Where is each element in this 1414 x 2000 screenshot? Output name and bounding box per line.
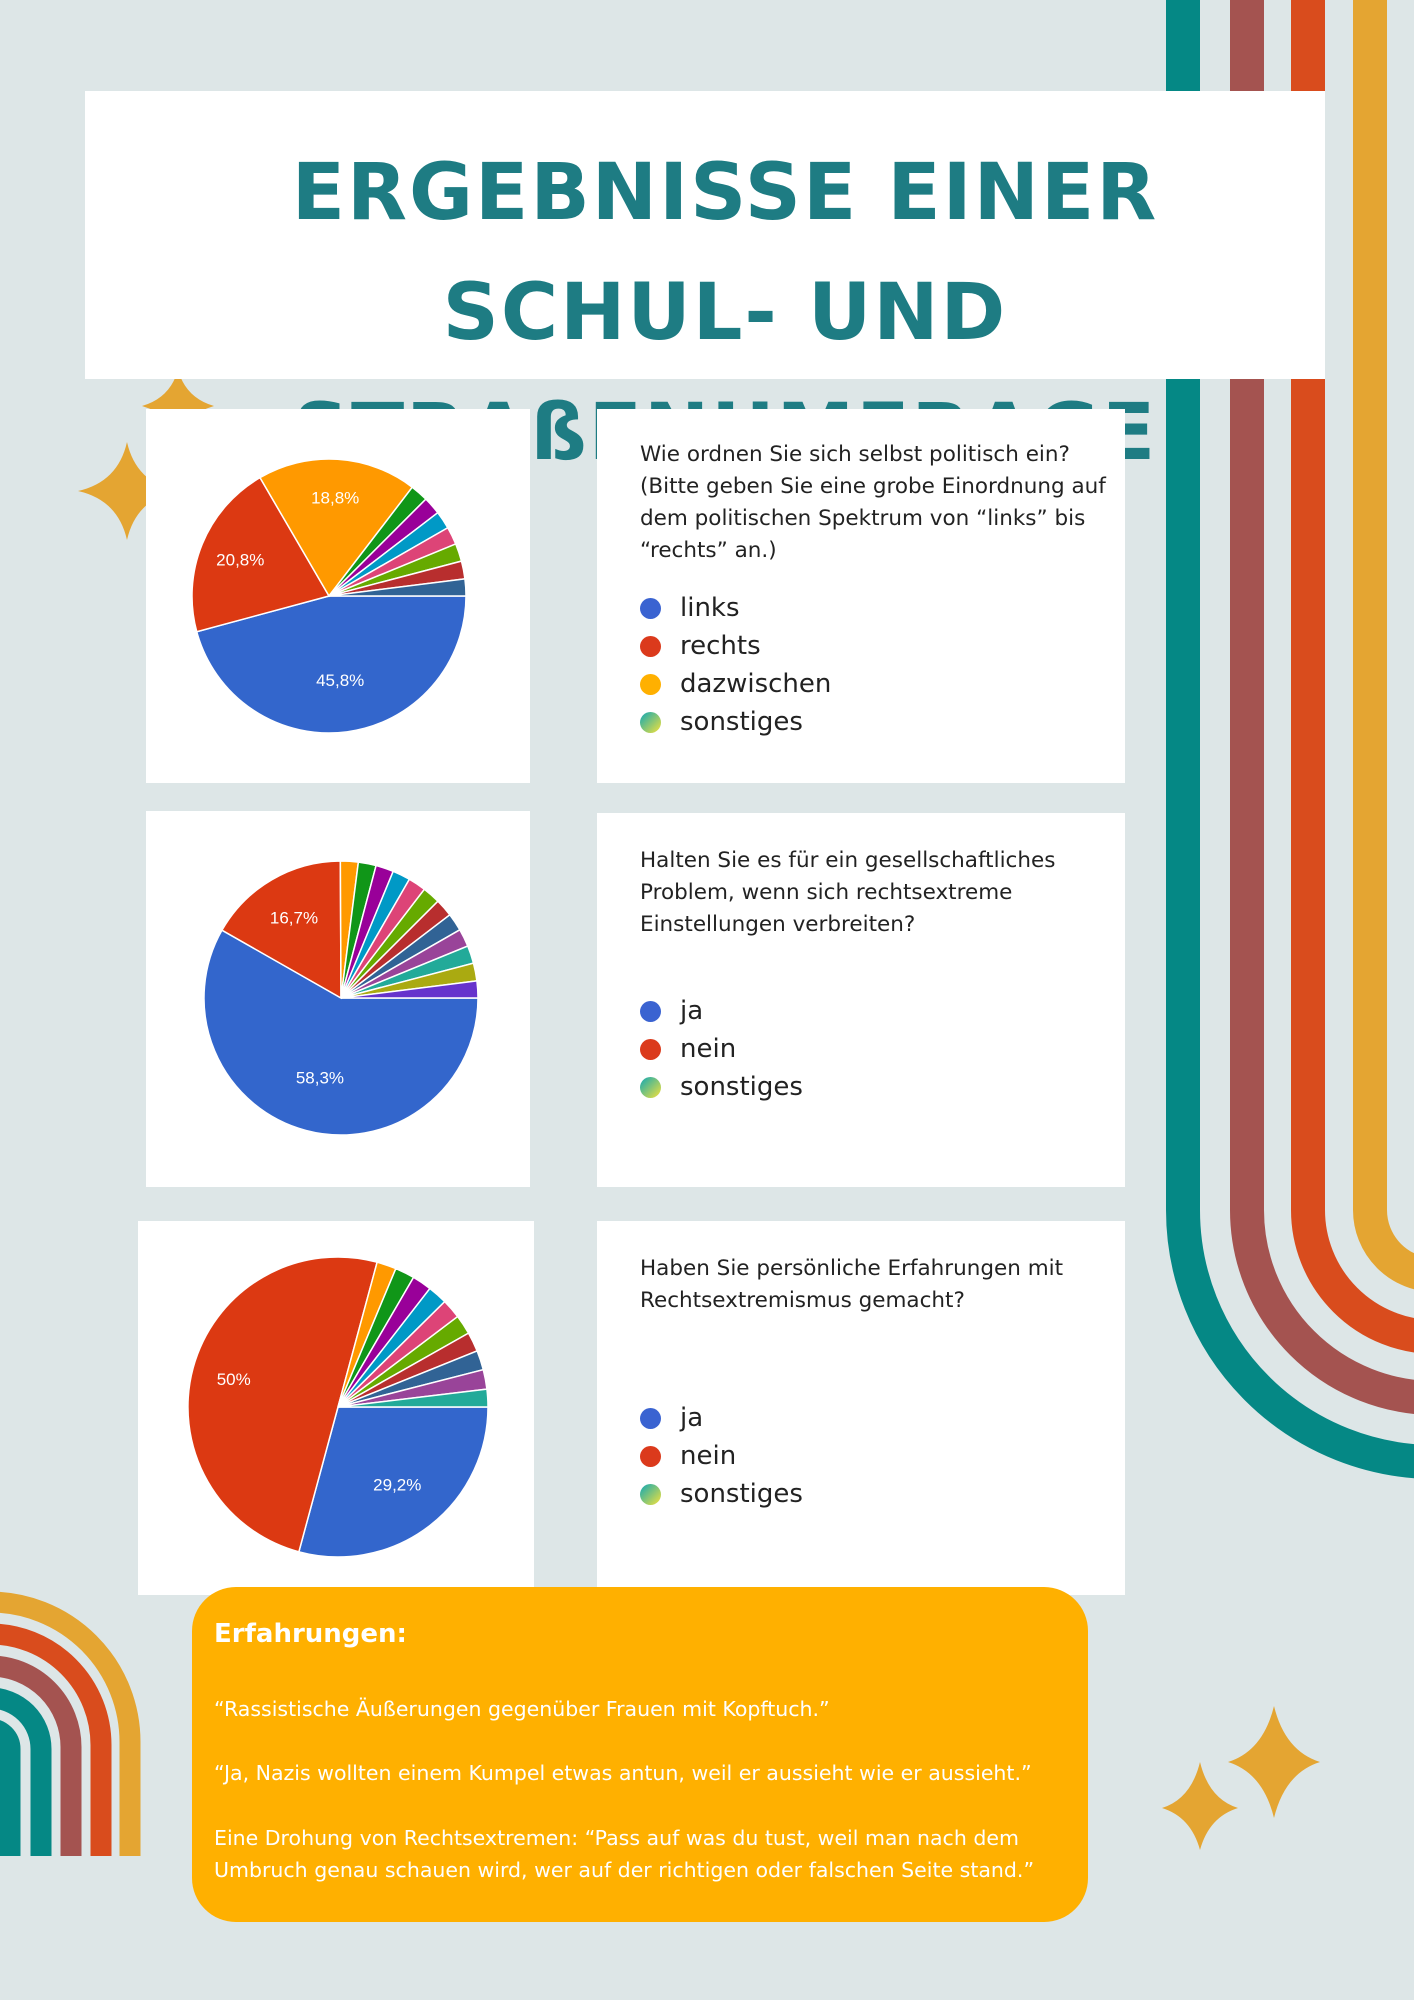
legend-dot-icon: [640, 1038, 661, 1060]
legend-dot-icon: [640, 1000, 661, 1022]
legend-label: nein: [680, 1441, 737, 1471]
legend-label: links: [680, 593, 740, 623]
legend: ja nein sonstiges: [640, 992, 803, 1106]
legend-item-nein: nein: [640, 1030, 803, 1068]
pie-slice-label: 16,7%: [270, 909, 318, 928]
legend-label: dazwischen: [680, 669, 832, 699]
title-box: ERGEBNISSE EINER SCHUL- UND STRAßENUMFRA…: [85, 91, 1325, 478]
legend-dot-icon: [640, 635, 661, 657]
experiences-box: Erfahrungen: “Rassistische Äußerungen ge…: [192, 1587, 1088, 1922]
legend: links rechts dazwischen sonstiges: [640, 589, 831, 741]
legend-item-sonstiges: sonstiges: [640, 703, 831, 741]
legend-dot-gradient-icon: [640, 1483, 661, 1505]
question-card-3: Haben Sie persönliche Erfahrungen mit Re…: [597, 1221, 1125, 1595]
pie-slice-label: 45,8%: [316, 671, 364, 690]
legend-label: ja: [680, 996, 704, 1026]
pie-slice-label: 58,3%: [296, 1068, 344, 1087]
legend-item-dazwischen: dazwischen: [640, 665, 831, 703]
experience-quote-2: “Ja, Nazis wollten einem Kumpel etwas an…: [214, 1761, 1032, 1785]
question-text: Wie ordnen Sie sich selbst politisch ein…: [640, 442, 1106, 563]
legend-item-sonstiges: sonstiges: [640, 1068, 803, 1106]
pie-card-1: 45,8% 20,8% 18,8%: [146, 409, 530, 783]
pie-slice: [337, 1388, 489, 1408]
question-card-1: Wie ordnen Sie sich selbst politisch ein…: [597, 409, 1125, 783]
question-card-2: Halten Sie es für ein gesellschaftliches…: [597, 813, 1125, 1187]
experiences-heading: Erfahrungen:: [214, 1619, 407, 1649]
legend-label: nein: [680, 1034, 737, 1064]
legend: ja nein sonstiges: [640, 1399, 803, 1513]
sparkle-icons: [78, 370, 1320, 1850]
legend-dot-icon: [640, 1445, 661, 1467]
pie-slice: [220, 860, 342, 1000]
legend-label: sonstiges: [680, 1479, 803, 1509]
experience-quote-3: Eine Drohung von Rechtsextremen: “Pass a…: [214, 1826, 1035, 1882]
legend-item-ja: ja: [640, 1399, 803, 1437]
pie-slice: [340, 980, 479, 999]
legend-dot-icon: [640, 1407, 661, 1429]
pie-slice-label: 50%: [217, 1370, 251, 1389]
legend-item-sonstiges: sonstiges: [640, 1475, 803, 1513]
pie-slice-label: 29,2%: [373, 1475, 421, 1494]
legend-label: sonstiges: [680, 1072, 803, 1102]
legend-dot-icon: [640, 597, 661, 619]
pie-slice-label: 18,8%: [311, 489, 359, 508]
pie-slice: [328, 577, 467, 597]
pie-card-3: 29,2% 50%: [138, 1221, 534, 1595]
experience-quote-1: “Rassistische Äußerungen gegenüber Fraue…: [214, 1697, 830, 1721]
pie-slice: [203, 929, 479, 1136]
pie-slice: [187, 1256, 379, 1553]
rainbow-arch-left: [0, 1591, 141, 1856]
legend-label: rechts: [680, 631, 761, 661]
legend-dot-icon: [640, 673, 661, 695]
title-line-1: ERGEBNISSE EINER SCHUL- UND: [291, 148, 1159, 358]
pie-slice-label: 20,8%: [216, 551, 264, 570]
legend-item-ja: ja: [640, 992, 803, 1030]
question-text: Haben Sie persönliche Erfahrungen mit Re…: [640, 1256, 1064, 1313]
pie-card-2: 58,3% 16,7%: [146, 811, 530, 1187]
legend-dot-gradient-icon: [640, 1076, 661, 1098]
pie-slice: [297, 1406, 489, 1558]
pie-chart-societal-problem: 58,3% 16,7%: [203, 860, 479, 1136]
pie-chart-personal-experience: 29,2% 50%: [187, 1256, 489, 1558]
legend-item-links: links: [640, 589, 831, 627]
pie-slice: [195, 595, 467, 734]
legend-dot-gradient-icon: [640, 711, 661, 733]
legend-item-rechts: rechts: [640, 627, 831, 665]
legend-label: ja: [680, 1403, 704, 1433]
pie-chart-political-orientation: 45,8% 20,8% 18,8%: [191, 458, 467, 734]
rainbow-arch-right: [1166, 0, 1414, 1479]
question-text: Halten Sie es für ein gesellschaftliches…: [640, 848, 1056, 937]
pie-slice: [258, 458, 414, 598]
legend-label: sonstiges: [680, 707, 803, 737]
legend-item-nein: nein: [640, 1437, 803, 1475]
pie-slice: [191, 476, 331, 633]
